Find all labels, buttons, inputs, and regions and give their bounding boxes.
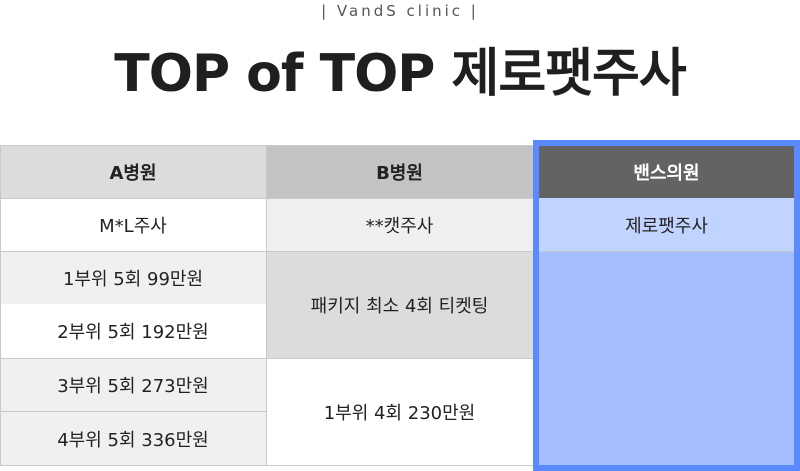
highlight-body: [539, 251, 794, 465]
column-header-highlight: 밴스의원: [539, 146, 794, 198]
price-a-3: 3부위 5회 273만원: [0, 358, 266, 411]
product-a: M*L주사: [0, 198, 266, 251]
product-b: **캣주사: [266, 198, 533, 251]
price-a-2: 2부위 5회 192만원: [0, 304, 266, 358]
price-b-2: 1부위 4회 230만원: [266, 358, 533, 466]
price-b-1: 패키지 최소 4회 티켓팅: [266, 251, 533, 358]
brand-name: | VandS clinic |: [321, 2, 479, 20]
divider: [0, 411, 266, 412]
divider: [0, 145, 1, 466]
page-title: TOP of TOP 제로팻주사: [114, 44, 686, 104]
column-header-a: A병원: [0, 145, 266, 198]
column-header-b: B병원: [266, 145, 533, 198]
price-a-4: 4부위 5회 336만원: [0, 411, 266, 466]
divider: [266, 145, 267, 466]
divider: [0, 251, 800, 252]
product-highlight: 제로팻주사: [539, 198, 794, 251]
price-a-1: 1부위 5회 99만원: [0, 251, 266, 304]
